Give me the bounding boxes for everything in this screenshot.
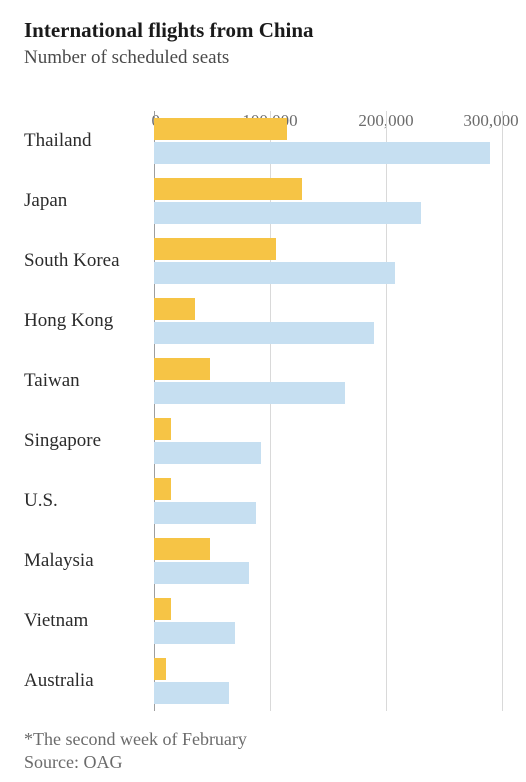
bar xyxy=(154,442,261,464)
bar xyxy=(154,322,374,344)
bar xyxy=(154,622,235,644)
chart-subtitle: Number of scheduled seats xyxy=(24,47,502,69)
bars-cell xyxy=(154,291,502,351)
bar xyxy=(154,178,302,200)
bars-cell xyxy=(154,591,502,651)
chart-title: International flights from China xyxy=(24,18,502,43)
plot-area: 0100,000200,000300,000 ThailandJapanSout… xyxy=(24,87,502,711)
bars-cell xyxy=(154,351,502,411)
bar xyxy=(154,538,210,560)
chart-footnote: *The second week of February xyxy=(24,729,502,750)
bars-cell xyxy=(154,471,502,531)
rows: ThailandJapanSouth KoreaHong KongTaiwanS… xyxy=(24,111,502,711)
chart-container: International flights from China Number … xyxy=(0,0,526,782)
label-col-bg xyxy=(24,111,154,711)
bar xyxy=(154,238,276,260)
bars-cell xyxy=(154,531,502,591)
bar xyxy=(154,262,395,284)
bar xyxy=(154,418,171,440)
bar xyxy=(154,142,490,164)
bar xyxy=(154,598,171,620)
bar xyxy=(154,298,195,320)
bar xyxy=(154,658,166,680)
bar xyxy=(154,382,345,404)
bar xyxy=(154,118,287,140)
bar xyxy=(154,562,249,584)
bars-cell xyxy=(154,651,502,711)
bar xyxy=(154,502,256,524)
bar xyxy=(154,682,229,704)
bar xyxy=(154,202,421,224)
chart-source: Source: OAG xyxy=(24,752,502,773)
x-axis: 0100,000200,000300,000 xyxy=(24,87,502,111)
bars-cell xyxy=(154,111,502,171)
bar xyxy=(154,478,171,500)
gridline xyxy=(502,111,503,711)
bars-cell xyxy=(154,231,502,291)
bars-cell xyxy=(154,171,502,231)
bars-cell xyxy=(154,411,502,471)
bar xyxy=(154,358,210,380)
